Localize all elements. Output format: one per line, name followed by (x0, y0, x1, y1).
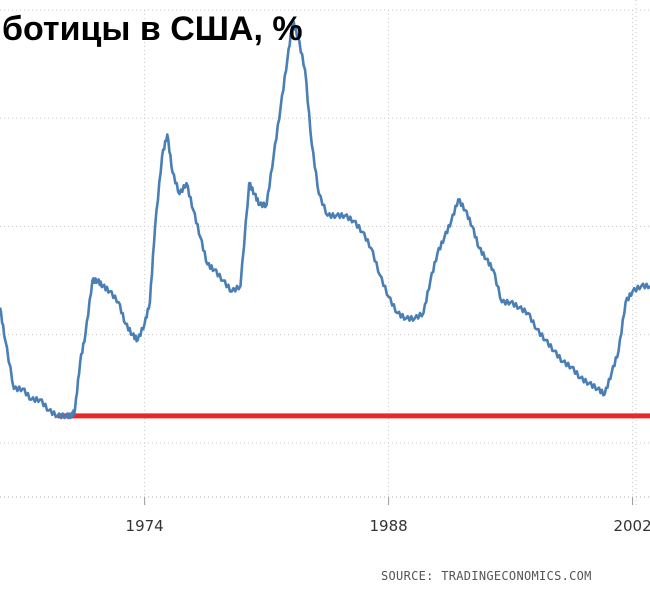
x-tick-label: 1988 (370, 517, 408, 535)
source-credit: SOURCE: TRADINGECONOMICS.COM (381, 569, 592, 583)
x-tick-label: 1974 (126, 517, 164, 535)
series-layer (0, 19, 650, 420)
x-tick-labels: 1974 1988 2002 (126, 517, 650, 535)
grid-layer (0, 0, 650, 505)
series-line (0, 19, 650, 420)
chart-title: ботицы в США, % (2, 10, 303, 48)
x-tick-label: 2002 (613, 517, 650, 535)
